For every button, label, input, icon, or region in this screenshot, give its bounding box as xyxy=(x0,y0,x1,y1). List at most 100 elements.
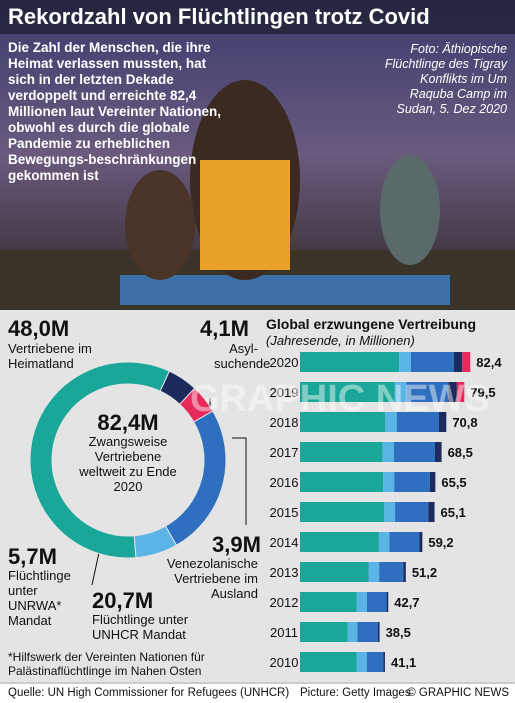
bar-segment xyxy=(403,562,406,582)
bar-segment xyxy=(429,472,436,492)
year-label: 2014 xyxy=(270,535,299,550)
segment-label: Flüchtlinge unter UNHCR Mandat xyxy=(92,612,189,642)
bar-segment xyxy=(382,442,394,462)
total-label: 79,5 xyxy=(470,385,495,400)
photo-child xyxy=(125,170,195,280)
photo-dress xyxy=(200,160,290,270)
center-label: Zwangsweise Vertriebene weltweit zu Ende… xyxy=(79,434,177,494)
bar-segment xyxy=(406,382,449,402)
total-label: 38,5 xyxy=(386,625,411,640)
donut-segment xyxy=(133,525,178,559)
year-label: 2012 xyxy=(270,595,299,610)
photo-figure xyxy=(380,155,440,265)
footnote: *Hilfswerk der Vereinten Nationen für Pa… xyxy=(8,650,205,678)
bar-segment xyxy=(300,622,348,642)
value-label: 3,9M xyxy=(212,532,261,557)
bar-segment xyxy=(300,352,400,372)
year-label: 2018 xyxy=(270,415,299,430)
bar-segment xyxy=(419,532,423,552)
segment-label: Asyl-suchende xyxy=(214,341,271,371)
value-label: 20,7M xyxy=(92,588,154,613)
bar-segment xyxy=(393,442,435,462)
year-label: 2011 xyxy=(270,625,298,640)
bar-segment xyxy=(384,502,396,522)
year-label: 2017 xyxy=(270,445,299,460)
title: Rekordzahl von Flüchtlingen trotz Covid xyxy=(8,4,430,29)
value-label: 5,7M xyxy=(8,544,57,569)
total-label: 65,5 xyxy=(441,475,466,490)
year-label: 2020 xyxy=(270,355,299,370)
bar-segment xyxy=(366,652,384,672)
bar-segment xyxy=(300,442,383,462)
bar-segment xyxy=(394,472,430,492)
bar-segment xyxy=(300,382,395,402)
value-label: 48,0M xyxy=(8,316,70,341)
photo-tarp xyxy=(120,275,450,305)
copyright: © GRAPHIC NEWS xyxy=(407,687,509,699)
bar-segment xyxy=(357,622,378,642)
bar-segment xyxy=(300,532,379,552)
bar-segment xyxy=(395,502,429,522)
total-label: 41,1 xyxy=(391,655,416,670)
intro: Die Zahl der Menschen, die ihre Heimat v… xyxy=(8,40,222,183)
bar-segment xyxy=(300,472,384,492)
bar-segment xyxy=(377,622,380,642)
bar-segment xyxy=(300,562,369,582)
bar-segment xyxy=(438,412,447,432)
donut-segment xyxy=(29,361,171,559)
bar-segment xyxy=(300,592,357,612)
bar-segment xyxy=(448,382,457,402)
bar-segment xyxy=(356,652,367,672)
bar-segment xyxy=(385,412,397,432)
total-label: 82,4 xyxy=(476,355,502,370)
segment-label: Flüchtlinge unter UNRWA* Mandat xyxy=(8,568,71,628)
segment-label: Venezolanische Vertriebene im Ausland xyxy=(166,556,258,601)
bar-segment xyxy=(378,532,390,552)
bar-segment xyxy=(379,562,404,582)
bar-segment xyxy=(300,502,385,522)
watermark: GRAPHIC NEWS xyxy=(190,378,490,420)
bar-segment xyxy=(366,592,387,612)
bar-segment xyxy=(434,442,442,462)
segment-label: Vertriebene im Heimatland xyxy=(8,341,92,371)
year-label: 2015 xyxy=(270,505,299,520)
center-value: 82,4M xyxy=(97,410,159,435)
title-band xyxy=(0,0,515,34)
bar-segment xyxy=(356,592,367,612)
bar-segment xyxy=(300,412,386,432)
year-label: 2010 xyxy=(270,655,299,670)
bar-segment xyxy=(389,532,420,552)
bar-segment xyxy=(383,472,395,492)
picture-credit: Picture: Getty Images xyxy=(300,687,411,699)
year-label: 2019 xyxy=(270,385,299,400)
bar-segment xyxy=(386,592,389,612)
bar-segment xyxy=(300,652,357,672)
bar-segment xyxy=(347,622,358,642)
bar-segment xyxy=(462,352,471,372)
bar-segment xyxy=(410,352,454,372)
photo-caption: Foto: Äthiopische Flüchtlinge des Tigray… xyxy=(384,42,507,116)
total-label: 51,2 xyxy=(412,565,437,580)
bar-segment xyxy=(428,502,435,522)
leader-line xyxy=(232,437,247,525)
bar-segment xyxy=(456,382,465,402)
bar-segment xyxy=(453,352,463,372)
bar-segment xyxy=(396,412,439,432)
bar-segment xyxy=(383,652,385,672)
bar-segment xyxy=(368,562,380,582)
bar-segment xyxy=(394,382,407,402)
total-label: 42,7 xyxy=(394,595,419,610)
year-label: 2013 xyxy=(270,565,299,580)
value-label: 4,1M xyxy=(200,316,249,341)
total-label: 65,1 xyxy=(441,505,466,520)
bar-subtitle: (Jahresende, in Millionen) xyxy=(266,333,415,348)
bar-title: Global erzwungene Vertreibung xyxy=(266,316,477,332)
source: Quelle: UN High Commissioner for Refugee… xyxy=(8,687,290,699)
total-label: 68,5 xyxy=(448,445,473,460)
total-label: 70,8 xyxy=(452,415,477,430)
leader-line xyxy=(91,547,101,586)
bar-segment xyxy=(399,352,411,372)
year-label: 2016 xyxy=(270,475,299,490)
